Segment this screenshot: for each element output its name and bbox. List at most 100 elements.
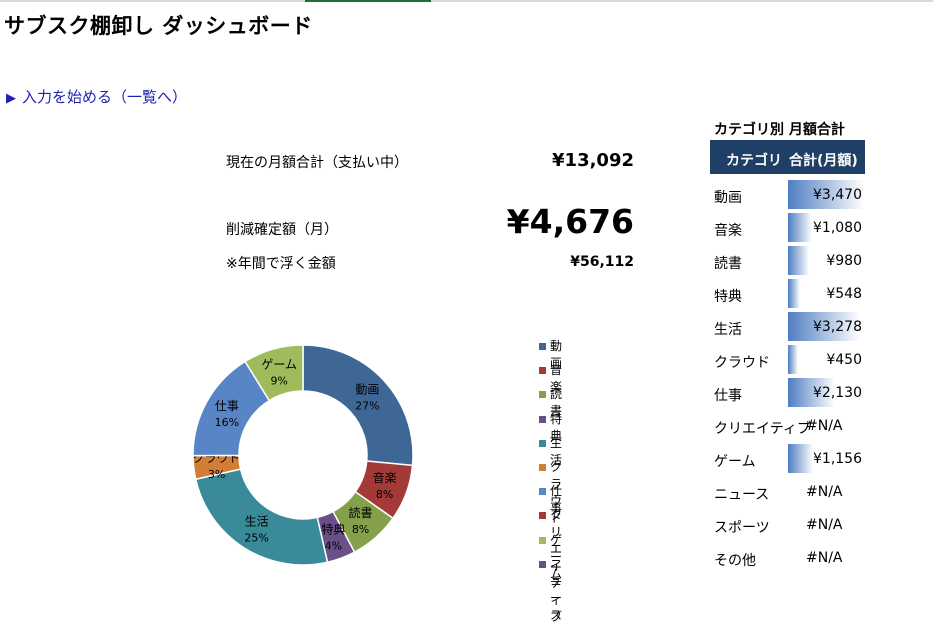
category-name: 生活 — [714, 322, 742, 338]
play-triangle-icon: ▶ — [6, 91, 16, 106]
current-total-label: 現在の月額合計（支払い中） — [226, 155, 408, 171]
slice-percent-label: 8% — [352, 523, 369, 536]
category-row: その他 #N/A — [714, 540, 864, 573]
category-amount: #N/A — [806, 550, 843, 566]
category-amount: ¥3,278 — [813, 319, 862, 335]
donut-slice — [331, 490, 395, 554]
category-amount: ¥548 — [826, 286, 862, 302]
slice-category-label: クラウド — [193, 451, 241, 465]
category-name: 音楽 — [714, 223, 742, 239]
slice-category-label: 生活 — [245, 515, 269, 529]
annual-savings-label: ※年間で浮く金額 — [226, 256, 336, 272]
category-row: 動画 ¥3,470 — [714, 177, 864, 210]
category-name: 仕事 — [714, 388, 742, 404]
category-name: クラウド — [714, 355, 770, 371]
category-table-title: カテゴリ別 月額合計 — [714, 122, 845, 138]
donut-slice — [316, 510, 356, 564]
slice-percent-label: 8% — [376, 488, 393, 501]
category-row: スポーツ #N/A — [714, 507, 864, 540]
category-table-header: カテゴリ 合計(月額) — [710, 140, 865, 174]
legend-label: ゲーム — [550, 532, 563, 581]
category-amount: #N/A — [806, 517, 843, 533]
legend-swatch — [539, 560, 546, 568]
legend-swatch — [539, 488, 546, 496]
start-input-link[interactable]: ▶ 入力を始める（一覧へ） — [6, 86, 187, 107]
category-name: クリエイティブ — [714, 421, 811, 437]
slice-percent-label: 4% — [325, 540, 342, 553]
slice-percent-label: 16% — [215, 416, 239, 429]
legend-label: クリエイティブ — [550, 508, 563, 625]
active-tab-indicator — [305, 0, 431, 2]
slice-category-label: 音楽 — [373, 470, 397, 485]
category-amount: #N/A — [806, 484, 843, 500]
legend-label: 生活 — [550, 435, 563, 467]
start-link-label: 入力を始める（一覧へ） — [22, 88, 188, 106]
slice-category-label: ゲーム — [261, 357, 297, 371]
category-name: 特典 — [714, 289, 742, 305]
header-total: 合計(月額) — [789, 153, 858, 169]
category-amount: ¥1,080 — [813, 220, 862, 236]
legend-swatch — [539, 536, 546, 544]
donut-slice — [192, 454, 242, 481]
category-row: クリエイティブ #N/A — [714, 408, 864, 441]
page-title: サブスク棚卸し ダッシュボード — [4, 14, 313, 38]
category-data-bar — [788, 213, 812, 242]
legend-label: クラウド — [550, 459, 563, 525]
category-amount: #N/A — [806, 418, 843, 434]
category-data-bar — [788, 279, 800, 308]
header-category: カテゴリ — [726, 153, 782, 169]
slice-category-label: 動画 — [355, 382, 379, 396]
category-amount: ¥1,156 — [813, 451, 862, 467]
legend-swatch — [539, 343, 546, 350]
slice-percent-label: 9% — [270, 374, 287, 387]
donut-slice — [244, 344, 304, 402]
legend-swatch — [539, 415, 546, 423]
legend-swatch — [539, 512, 546, 520]
slice-category-label: 読書 — [349, 505, 373, 520]
legend-label: 動画 — [550, 339, 563, 370]
legend-label: 読書 — [550, 387, 563, 419]
category-name: 読書 — [714, 256, 742, 272]
legend-swatch — [539, 463, 546, 471]
category-data-bar — [788, 444, 814, 473]
slice-percent-label: 3% — [208, 468, 225, 481]
category-row: 読書 ¥980 — [714, 243, 864, 276]
legend-swatch — [539, 367, 546, 375]
category-row: ニュース #N/A — [714, 474, 864, 507]
category-amount: ¥2,130 — [813, 385, 862, 401]
reduction-label: 削減確定額（月） — [226, 222, 338, 238]
category-name: ニュース — [714, 487, 770, 503]
donut-slice — [354, 460, 414, 520]
legend-label: 音楽 — [550, 363, 563, 395]
category-row: ゲーム ¥1,156 — [714, 441, 864, 474]
legend-swatch — [539, 391, 546, 399]
category-amount: ¥3,470 — [813, 187, 862, 203]
slice-percent-label: 27% — [355, 399, 379, 412]
reduction-value: ¥4,676 — [506, 202, 634, 241]
current-total-value: ¥13,092 — [552, 150, 634, 171]
slice-percent-label: 25% — [244, 532, 268, 545]
category-row: 音楽 ¥1,080 — [714, 210, 864, 243]
category-name: その他 — [714, 553, 756, 569]
category-amount: ¥450 — [826, 352, 862, 368]
donut-slice — [194, 468, 329, 566]
legend-label: ニュース — [550, 556, 563, 622]
category-data-bar — [788, 246, 810, 275]
category-row: クラウド ¥450 — [714, 342, 864, 375]
category-row: 仕事 ¥2,130 — [714, 375, 864, 408]
category-name: スポーツ — [714, 520, 770, 536]
legend-swatch — [539, 439, 546, 447]
category-row: 生活 ¥3,278 — [714, 309, 864, 342]
category-data-bar — [788, 180, 864, 209]
category-name: 動画 — [714, 190, 742, 206]
donut-slice — [192, 360, 271, 457]
legend-label: 特典 — [550, 411, 563, 443]
top-border — [0, 0, 933, 2]
annual-savings-value: ¥56,112 — [570, 254, 634, 270]
category-amount: ¥980 — [826, 253, 862, 269]
category-data-bar — [788, 345, 798, 374]
category-data-bar — [788, 378, 835, 407]
slice-category-label: 仕事 — [215, 399, 239, 413]
category-name: ゲーム — [714, 454, 756, 470]
donut-slice — [302, 344, 414, 467]
